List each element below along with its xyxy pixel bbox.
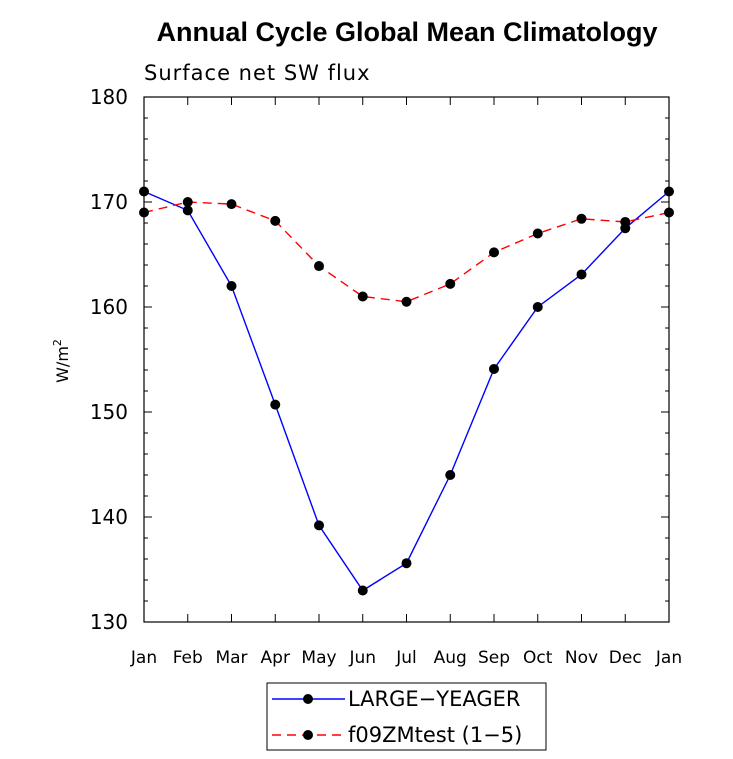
data-point (226, 281, 237, 291)
x-tick-label: Jan (130, 648, 157, 668)
y-tick-label: 170 (90, 190, 128, 214)
x-tick-label: Feb (173, 648, 203, 668)
data-point (445, 278, 456, 289)
data-point (139, 207, 149, 218)
series-1 (139, 186, 674, 596)
y-axis: 130 140 150 160 170 180 (90, 85, 669, 634)
legend-label: LARGE−YEAGER (348, 687, 521, 711)
data-point (270, 215, 281, 226)
series-layer (139, 186, 674, 596)
y-axis-label: W/m2 (51, 339, 72, 383)
data-point (664, 186, 674, 197)
x-tick-label: Sep (478, 648, 510, 668)
x-tick-label: Jul (395, 648, 417, 668)
data-point (357, 585, 368, 596)
chart-title: Annual Cycle Global Mean Climatology (156, 17, 657, 47)
x-axis: Jan Feb Mar Apr May Jun Jul Aug Sep Oct Nov Dec Jan (130, 97, 682, 668)
series-2 (139, 197, 674, 307)
y-tick-label: 160 (90, 295, 128, 319)
series-line (143, 190, 670, 592)
x-tick-label: Dec (609, 648, 642, 668)
legend: LARGE−YEAGER f09ZMtest (1−5) (266, 682, 547, 751)
y-tick-label: 150 (90, 400, 128, 424)
x-tick-label: Jan (655, 648, 682, 668)
y-tick-label: 140 (90, 505, 128, 529)
chart-subtitle: Surface net SW flux (144, 61, 371, 85)
data-point (226, 199, 237, 210)
legend-label: f09ZMtest (1−5) (348, 723, 522, 747)
data-point (532, 302, 543, 312)
data-point (270, 399, 281, 410)
x-tick-label: Mar (215, 648, 247, 668)
data-point (401, 296, 412, 307)
data-point (576, 269, 587, 280)
data-point (489, 363, 499, 374)
data-point (182, 197, 193, 207)
legend-box (266, 682, 547, 751)
x-tick-label: Aug (434, 648, 467, 668)
data-point (664, 207, 674, 218)
data-point (357, 291, 368, 302)
plot-frame (143, 96, 670, 623)
plot-border (143, 96, 670, 623)
data-point (401, 558, 412, 569)
x-tick-label: Jun (348, 648, 376, 668)
y-tick-label: 180 (90, 85, 128, 109)
x-tick-label: May (301, 648, 336, 668)
legend-marker (303, 694, 313, 704)
x-tick-label: Nov (565, 648, 598, 668)
y-axis-label-superscript: 2 (51, 339, 64, 346)
x-tick-label: Oct (523, 648, 553, 668)
data-point (182, 205, 193, 216)
data-point (489, 247, 499, 258)
data-point (314, 520, 324, 531)
x-tick-label: Apr (261, 648, 290, 668)
y-tick-label: 130 (90, 610, 128, 634)
data-point (314, 261, 324, 272)
data-point (576, 213, 587, 224)
y-axis-label-base: W/m (53, 346, 72, 383)
data-point (139, 186, 149, 197)
series-line (143, 201, 670, 303)
legend-marker (303, 730, 313, 740)
data-point (620, 216, 631, 227)
data-point (445, 470, 456, 480)
data-point (532, 228, 543, 239)
